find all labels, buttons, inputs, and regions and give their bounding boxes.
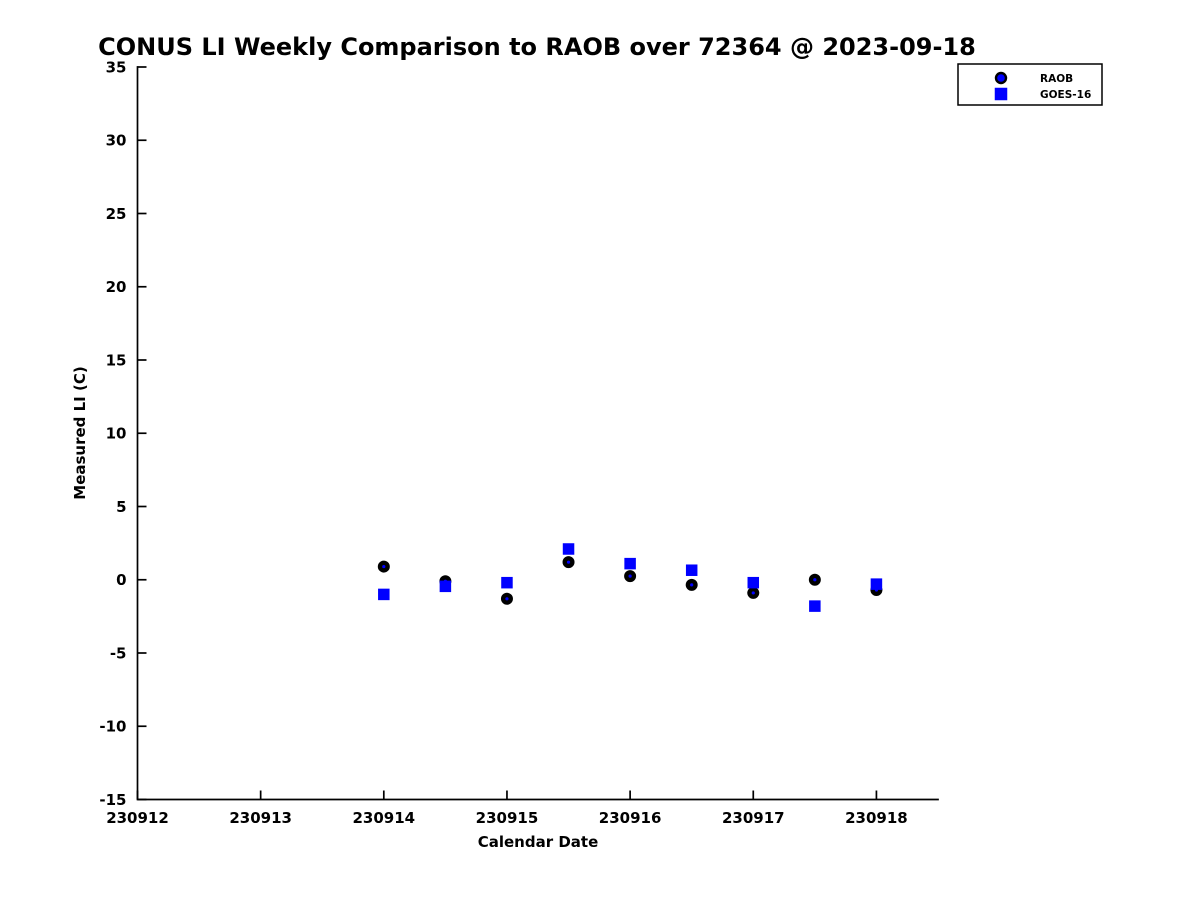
y-tick-label: 0: [116, 571, 126, 589]
data-point-goes-16: [439, 580, 452, 593]
data-point-goes-16: [809, 600, 821, 612]
data-points: [377, 543, 883, 612]
legend-marker-goes-16-icon: [994, 87, 1008, 101]
data-point-goes-16: [562, 543, 575, 555]
data-point-goes-16: [378, 588, 390, 601]
y-tick-label: 25: [106, 205, 127, 223]
x-tick-label: 230918: [845, 809, 908, 827]
y-tick-label: -15: [99, 791, 126, 809]
x-tick-label: 230915: [476, 809, 539, 827]
data-point-goes-16: [624, 557, 636, 570]
data-point-goes-16: [870, 578, 883, 590]
y-axis-ticks: -15 -10 -5 0 5 10 15 20 25 30 35: [99, 58, 147, 809]
axis-spines: [136, 66, 939, 801]
y-tick-label: -5: [110, 644, 127, 662]
data-point-raob: [377, 560, 390, 573]
x-tick-label: 230913: [229, 809, 292, 827]
y-tick-label: 10: [106, 425, 127, 443]
legend-box: [957, 63, 1103, 106]
legend-label-raob: RAOB: [1040, 73, 1073, 85]
x-tick-label: 230914: [352, 809, 415, 827]
x-axis-label: Calendar Date: [478, 833, 599, 851]
legend: RAOB GOES-16: [957, 63, 1103, 106]
chart-title: CONUS LI Weekly Comparison to RAOB over …: [98, 33, 976, 61]
legend-marker-raob-icon: [994, 71, 1008, 85]
data-point-raob: [685, 578, 698, 591]
y-axis-label: Measured LI (C): [71, 366, 89, 499]
x-axis-ticks: 230912 230913 230914 230915 230916 230917 2309…: [106, 790, 908, 827]
y-tick-label: 5: [116, 498, 126, 516]
data-point-raob: [747, 586, 760, 599]
x-tick-label: 230917: [722, 809, 785, 827]
y-tick-label: 20: [106, 278, 127, 296]
data-point-raob: [562, 556, 575, 569]
y-tick-label: 30: [106, 132, 127, 150]
data-point-raob: [500, 592, 513, 605]
data-point-goes-16: [747, 576, 760, 589]
y-tick-label: -10: [99, 718, 126, 736]
y-tick-label: 35: [106, 58, 127, 76]
x-tick-label: 230916: [599, 809, 662, 827]
data-point-raob: [808, 573, 821, 586]
data-point-raob: [624, 570, 637, 583]
legend-label-goes-16: GOES-16: [1040, 89, 1091, 101]
data-point-goes-16: [501, 576, 513, 589]
data-point-goes-16: [685, 564, 698, 576]
x-tick-label: 230912: [106, 809, 169, 827]
y-tick-label: 15: [106, 351, 127, 369]
